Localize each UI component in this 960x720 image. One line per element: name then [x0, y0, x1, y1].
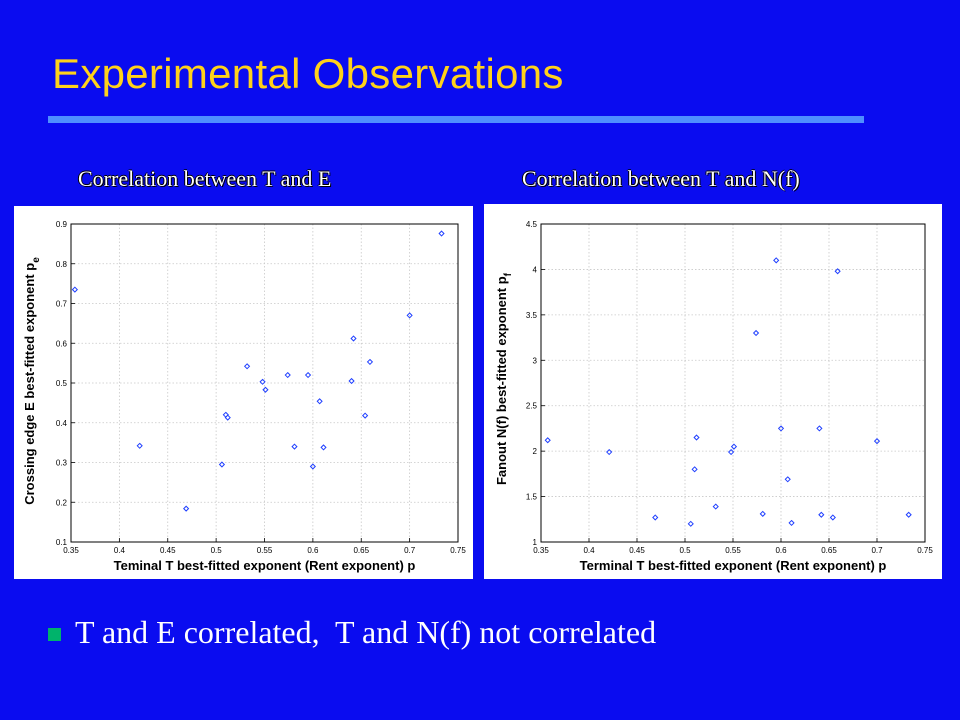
x-tick-label: 0.5 [679, 546, 691, 555]
chart1-caption: Correlation between T and E [78, 166, 332, 191]
data-point [759, 510, 766, 517]
y-tick-label: 0.7 [56, 300, 68, 309]
data-point [727, 448, 735, 456]
data-point [816, 425, 823, 432]
data-point [829, 514, 836, 521]
x-tick-label: 0.75 [917, 546, 933, 555]
y-tick-label: 0.6 [56, 339, 68, 348]
chart2-panel: 0.35 0.4 0.45 0.5 0.55 0.6 0.65 0.7 0.75 1 1.5 2 2.5… [484, 204, 942, 579]
data-point [873, 438, 881, 445]
data-point [284, 371, 291, 379]
y-tick-label: 0.9 [56, 220, 68, 229]
x-tick-label: 0.35 [63, 546, 79, 555]
data-point [366, 358, 374, 366]
y-axis-label-subscript: f [503, 272, 514, 276]
y-axis-label: Fanout N(f) best-fitted exponent pf [494, 272, 514, 485]
plot-area-frame [540, 223, 926, 543]
x-tick-label: 0.6 [307, 546, 319, 555]
y-tick-label: 4 [533, 265, 538, 274]
y-tick-label: 3.5 [526, 311, 538, 320]
x-tick-label: 0.45 [629, 546, 645, 555]
x-tick-label: 0.65 [821, 546, 837, 555]
x-tick-label: 0.35 [533, 546, 549, 555]
data-point [687, 520, 694, 527]
data-point [606, 448, 613, 456]
x-tick-label: 0.6 [775, 546, 787, 555]
y-tick-label: 0.5 [56, 379, 68, 388]
data-point [905, 511, 912, 518]
data-point [693, 434, 700, 441]
chart1-svg: 0.35 0.4 0.45 0.5 0.55 0.6 0.65 0.7 0.75 0.1 0.2 0.… [22, 220, 466, 573]
plot-area-frame [70, 223, 459, 543]
y-axis-label-subscript: e [31, 257, 42, 263]
data-point [652, 514, 659, 521]
data-point [752, 329, 760, 337]
data-point [438, 230, 445, 237]
data-point [406, 312, 413, 319]
x-tick-label: 0.5 [211, 546, 223, 555]
x-tick-label: 0.4 [114, 546, 126, 555]
data-point [350, 335, 357, 342]
y-axis-label: Crossing edge E best-fitted exponent pe [22, 257, 42, 505]
x-tick-label: 0.4 [583, 546, 595, 555]
x-axis-label: Terminal T best-fitted exponent (Rent ex… [580, 558, 887, 573]
y-tick-label: 0.3 [56, 459, 68, 468]
data-point [243, 363, 251, 370]
y-tick-label: 2 [533, 447, 538, 456]
data-point [730, 443, 738, 450]
y-tick-label: 3 [533, 356, 538, 365]
x-tick-label: 0.75 [450, 546, 466, 555]
y-tick-label: 4.5 [526, 220, 538, 229]
data-point [183, 505, 190, 512]
data-point [262, 386, 269, 393]
data-point [362, 412, 369, 419]
data-point [71, 286, 78, 293]
y-tick-label: 0.2 [56, 498, 68, 507]
data-point [691, 466, 698, 473]
bullet-square-icon [48, 628, 61, 641]
x-tick-label: 0.55 [257, 546, 273, 555]
data-point [259, 378, 266, 385]
y-tick-label: 0.1 [56, 538, 68, 547]
data-point [291, 443, 298, 450]
data-point [304, 371, 312, 379]
data-point [218, 461, 226, 468]
y-tick-label: 1 [533, 538, 538, 547]
x-axis-label: Teminal T best-fitted exponent (Rent exp… [114, 558, 416, 573]
slide-title: Experimental Observations [52, 50, 564, 97]
data-point [788, 519, 795, 527]
data-point [309, 463, 316, 470]
data-point [712, 503, 719, 510]
y-axis-label-main: Crossing edge E best-fitted exponent p [22, 263, 37, 505]
data-point [316, 398, 323, 405]
data-point [834, 268, 841, 275]
x-tick-label: 0.7 [404, 546, 416, 555]
x-tick-label: 0.55 [725, 546, 741, 555]
x-tick-label: 0.45 [160, 546, 176, 555]
y-axis-label-main: Fanout N(f) best-fitted exponent p [494, 276, 509, 485]
data-point [348, 377, 355, 385]
y-tick-label: 1.5 [526, 493, 538, 502]
data-point [320, 444, 327, 451]
data-point [818, 511, 825, 518]
chart1-panel: 0.35 0.4 0.45 0.5 0.55 0.6 0.65 0.7 0.75 0.1 0.2 0.… [14, 206, 473, 579]
y-tick-label: 2.5 [526, 402, 538, 411]
chart2-caption: Correlation between T and N(f) [522, 166, 800, 191]
data-point [784, 476, 791, 483]
title-underline [48, 116, 864, 123]
data-point [544, 437, 551, 444]
data-point [136, 442, 143, 449]
x-tick-label: 0.65 [353, 546, 369, 555]
y-tick-label: 0.8 [56, 260, 68, 269]
bullet-text: T and E correlated, T and N(f) not corre… [75, 614, 657, 650]
chart2-svg: 0.35 0.4 0.45 0.5 0.55 0.6 0.65 0.7 0.75 1 1.5 2 2.5… [494, 220, 933, 573]
data-point [777, 425, 785, 432]
data-point [773, 257, 780, 264]
x-tick-label: 0.7 [871, 546, 883, 555]
bullet-item: T and E correlated, T and N(f) not corre… [48, 614, 656, 651]
data-point [224, 414, 231, 421]
y-tick-label: 0.4 [56, 419, 68, 428]
